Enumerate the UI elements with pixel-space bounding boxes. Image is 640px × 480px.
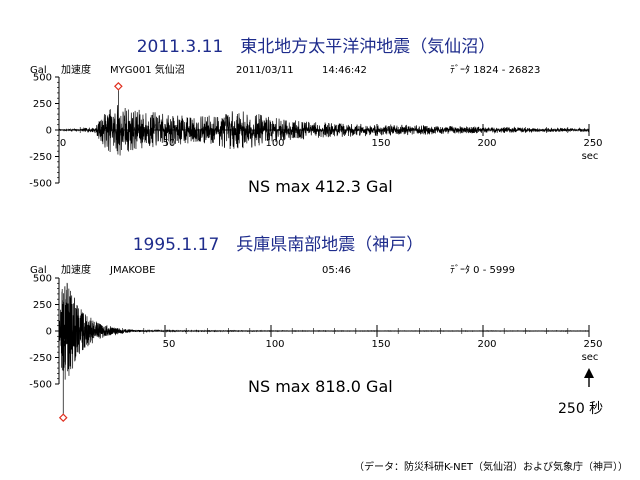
chart1-ylabel: Gal: [30, 65, 47, 76]
chart1-peak-marker: [114, 81, 123, 91]
y-tick-label: 0: [46, 327, 52, 338]
chart2-time: 05:46: [322, 265, 351, 276]
chart2-title: 1995.1.17 兵庫県南部地震（神戸）: [133, 235, 424, 255]
x-tick-label: 250: [583, 339, 602, 350]
chart2-data-range: ﾃﾞｰﾀ 0 - 5999: [450, 264, 515, 276]
x-unit-label: sec: [582, 352, 599, 363]
x-unit-label: sec: [582, 151, 599, 162]
chart-kobe: 1995.1.17 兵庫県南部地震（神戸） Gal 加速度 JMAKOBE 05…: [29, 235, 603, 423]
chart2-ylabel: Gal: [30, 265, 47, 276]
x-tick-label: 100: [265, 138, 284, 149]
chart2-series-label: 加速度: [61, 263, 91, 276]
chart1-max-label: NS max 412.3 Gal: [248, 177, 393, 196]
chart1-title: 2011.3.11 東北地方太平洋沖地震（気仙沼）: [137, 37, 496, 57]
peak-diamond: [58, 413, 68, 423]
x-tick-label: 200: [477, 339, 496, 350]
x-tick-label: 50: [163, 339, 176, 350]
y-tick-label: -250: [29, 152, 52, 163]
source-note: （データ：防災科研K-NET（気仙沼）および気象庁（神戸））: [354, 460, 628, 473]
time-annotation: 250 秒: [558, 401, 603, 417]
y-tick-label: 500: [33, 274, 52, 285]
arrow-up-icon: [584, 368, 594, 387]
chart2-max-label: NS max 818.0 Gal: [248, 377, 393, 396]
chart1-time: 14:46:42: [322, 65, 367, 76]
y-tick-label: -250: [29, 353, 52, 364]
x-tick-label: 50: [163, 138, 176, 149]
y-tick-label: 250: [33, 300, 52, 311]
y-tick-label: -500: [29, 179, 52, 190]
chart1-series-label: 加速度: [61, 63, 91, 76]
x-tick-label: 250: [583, 138, 602, 149]
x-tick-label: 200: [477, 138, 496, 149]
chart-tohoku: 2011.3.11 東北地方太平洋沖地震（気仙沼） Gal 加速度 MYG001…: [29, 37, 602, 196]
peak-diamond: [114, 81, 123, 91]
y-tick-label: 250: [33, 99, 52, 110]
chart2-station: JMAKOBE: [109, 265, 155, 276]
y-tick-label: -500: [29, 380, 52, 391]
x-tick-label: 150: [371, 138, 390, 149]
chart1-waveform: [58, 86, 590, 156]
x-tick-label: 0: [60, 138, 66, 149]
x-tick-label: 150: [371, 339, 390, 350]
chart1-station: MYG001 気仙沼: [110, 63, 185, 76]
y-tick-label: 0: [46, 126, 52, 137]
chart2-waveform: [58, 282, 590, 418]
y-tick-label: 500: [33, 73, 52, 84]
chart2-peak-marker: [58, 413, 68, 423]
x-tick-label: 100: [265, 339, 284, 350]
chart1-data-range: ﾃﾞｰﾀ 1824 - 26823: [450, 64, 540, 76]
chart1-date: 2011/03/11: [236, 65, 294, 76]
